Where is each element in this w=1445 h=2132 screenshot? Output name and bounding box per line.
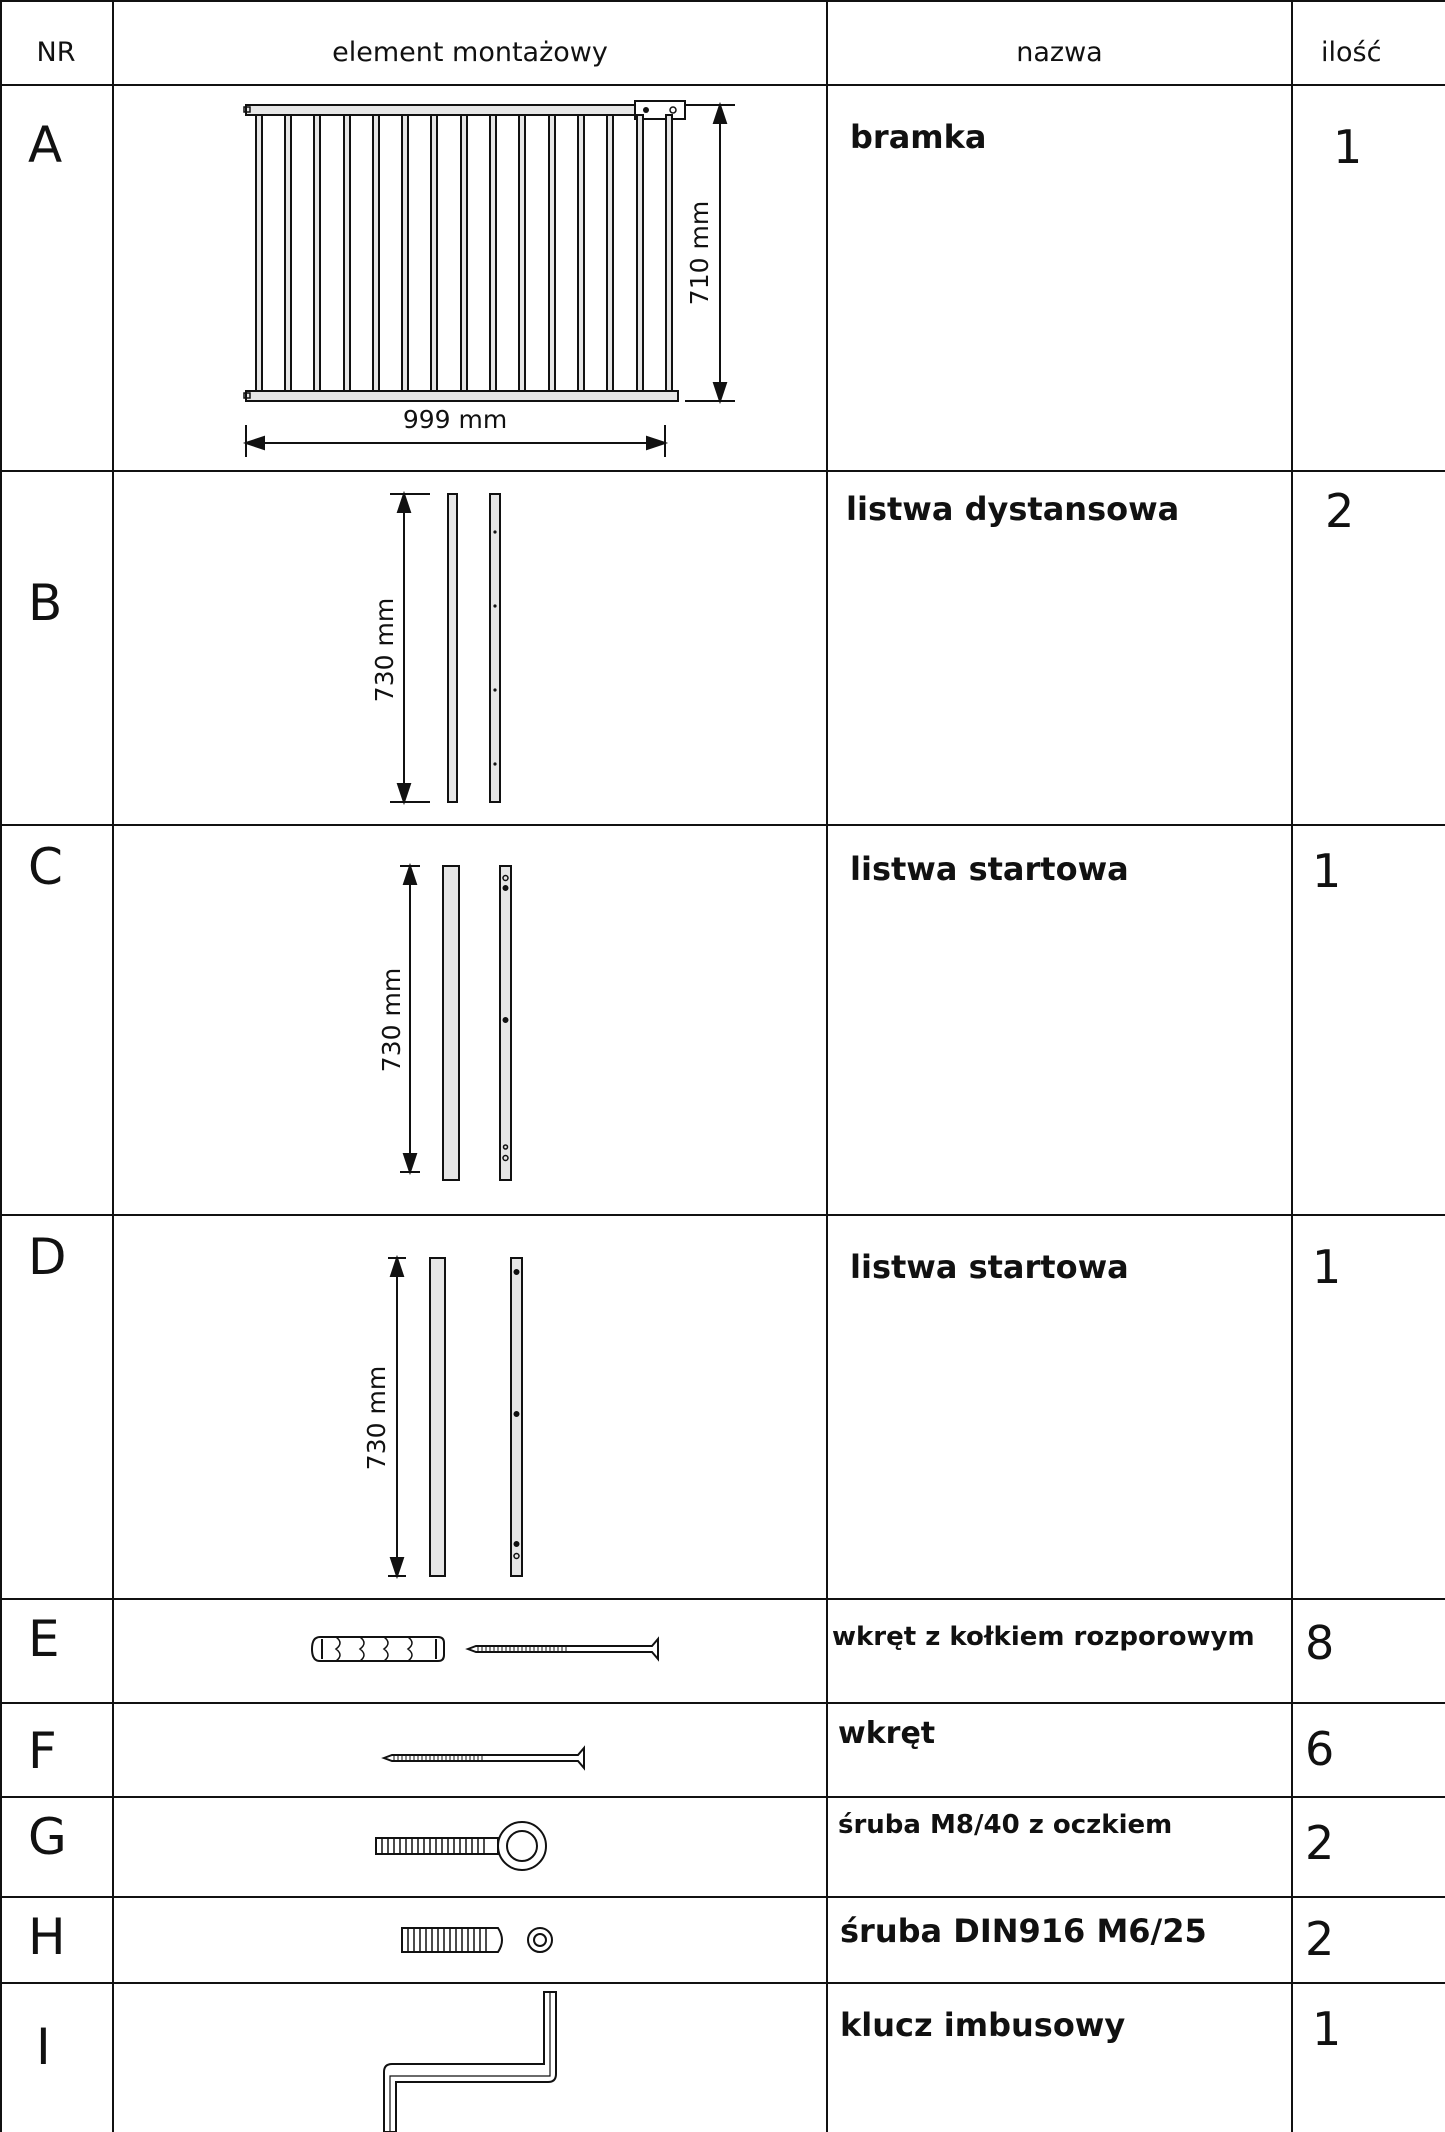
- screw-drawing: [381, 1745, 585, 1771]
- part-name: wkręt z kołkiem rozporowym: [832, 1622, 1255, 1652]
- gate-drawing: 710 mm 999 mm: [242, 100, 735, 457]
- header-element: element montażowy: [332, 36, 608, 68]
- row-divider: [0, 1896, 1445, 1898]
- part-name: śruba DIN916 M6/25: [840, 1912, 1207, 1950]
- screw-with-anchor-drawing: [310, 1636, 659, 1662]
- row-nr: G: [28, 1808, 67, 1866]
- set-screw-drawing: [401, 1927, 553, 1953]
- part-name: bramka: [850, 118, 987, 156]
- length-dimension-label: 730 mm: [370, 598, 399, 702]
- part-name: klucz imbusowy: [840, 2006, 1126, 2044]
- header-qty: ilość: [1321, 36, 1382, 68]
- table-border-top: [0, 0, 1445, 2]
- row-divider: [0, 1796, 1445, 1798]
- part-qty: 1: [1312, 2002, 1342, 2056]
- part-qty: 1: [1312, 844, 1342, 898]
- starter-bar-drawing: 730 mm: [377, 862, 512, 1181]
- row-nr: I: [36, 2018, 51, 2076]
- part-name: listwa startowa: [850, 850, 1129, 888]
- row-nr: C: [28, 838, 63, 896]
- row-divider: [0, 1702, 1445, 1704]
- row-nr: H: [28, 1908, 66, 1966]
- row-divider: [0, 824, 1445, 826]
- length-dimension-label: 730 mm: [377, 968, 406, 1072]
- length-dimension-label: 730 mm: [362, 1366, 391, 1470]
- height-dimension-label: 710 mm: [685, 201, 714, 305]
- table-border-left: [0, 0, 2, 2132]
- row-divider: [0, 470, 1445, 472]
- row-nr: E: [28, 1610, 60, 1668]
- part-qty: 2: [1325, 484, 1355, 538]
- row-nr: D: [28, 1228, 67, 1286]
- row-divider: [0, 1598, 1445, 1600]
- eye-bolt-drawing: [375, 1821, 547, 1871]
- row-divider: [0, 1214, 1445, 1216]
- row-divider: [0, 1982, 1445, 1984]
- part-qty: 2: [1305, 1912, 1335, 1966]
- part-qty: 8: [1305, 1616, 1335, 1670]
- header-divider: [0, 84, 1445, 86]
- width-dimension-label: 999 mm: [403, 405, 507, 434]
- hex-key-drawing: [383, 1991, 557, 2132]
- part-qty: 1: [1312, 1240, 1342, 1294]
- part-qty: 1: [1333, 120, 1363, 174]
- row-nr: A: [28, 116, 63, 174]
- row-nr: F: [28, 1722, 57, 1780]
- spacer-bar-drawing: 730 mm: [370, 490, 501, 806]
- part-qty: 2: [1305, 1816, 1335, 1870]
- column-divider: [1291, 0, 1293, 2132]
- part-name: śruba M8/40 z oczkiem: [838, 1810, 1173, 1840]
- column-divider: [826, 0, 828, 2132]
- header-name: nazwa: [1016, 36, 1103, 68]
- part-name: wkręt: [838, 1716, 936, 1751]
- column-divider: [112, 0, 114, 2132]
- part-qty: 6: [1305, 1722, 1335, 1776]
- starter-bar-drawing: 730 mm: [362, 1254, 523, 1580]
- part-name: listwa startowa: [850, 1248, 1129, 1286]
- part-name: listwa dystansowa: [846, 490, 1180, 528]
- row-nr: B: [28, 574, 63, 632]
- header-nr: NR: [36, 36, 76, 68]
